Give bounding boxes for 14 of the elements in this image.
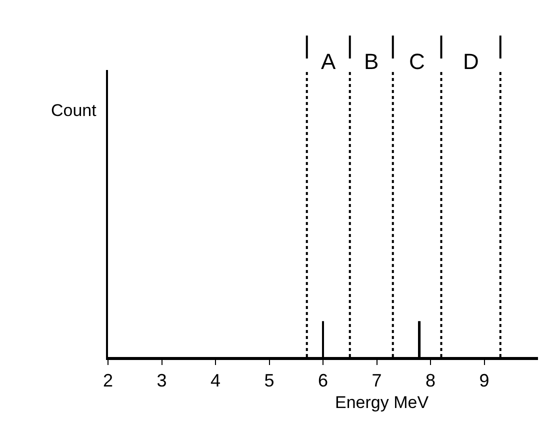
- x-tick-label: 5: [264, 370, 274, 391]
- text: B: [364, 49, 379, 74]
- text: C: [409, 49, 425, 74]
- x-tick-label: 8: [425, 370, 436, 391]
- x-tick-label: 9: [479, 370, 490, 391]
- text: A: [321, 49, 336, 74]
- x-tick-label: 7: [372, 370, 382, 391]
- text: Count: [51, 101, 97, 120]
- x-tick-label: 2: [102, 370, 114, 391]
- text: D: [463, 49, 479, 74]
- x-tick-label: 3: [156, 370, 167, 391]
- x-tick-label: 4: [210, 370, 221, 391]
- x-tick-label: 6: [318, 370, 328, 391]
- x-axis-title: Energy MeV: [335, 393, 430, 412]
